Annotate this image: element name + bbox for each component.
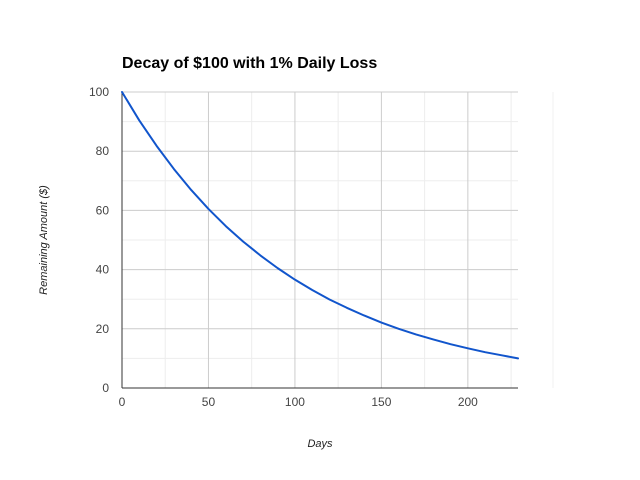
y-tick-label: 20 [96, 322, 110, 336]
x-axis-title: Days [307, 438, 333, 450]
axes [121, 92, 518, 389]
series-layer [121, 91, 519, 360]
tick-labels: 0 50 100 150 200 0 20 40 60 80 100 [89, 85, 478, 409]
x-tick-label: 50 [202, 395, 216, 409]
major-gridlines [122, 91, 518, 388]
y-tick-label: 100 [89, 85, 109, 99]
minor-gridlines [122, 92, 554, 388]
x-tick-label: 200 [458, 395, 478, 409]
series-line [121, 91, 519, 360]
x-tick-label: 0 [119, 395, 126, 409]
x-tick-label: 100 [285, 395, 305, 409]
y-tick-label: 0 [102, 381, 109, 395]
x-tick-label: 150 [371, 395, 391, 409]
chart-title: Decay of $100 with 1% Daily Loss [122, 55, 377, 72]
y-axis-title: Remaining Amount ($) [38, 185, 50, 295]
y-tick-label: 40 [96, 263, 110, 277]
y-tick-label: 80 [96, 144, 110, 158]
y-tick-label: 60 [96, 203, 110, 217]
